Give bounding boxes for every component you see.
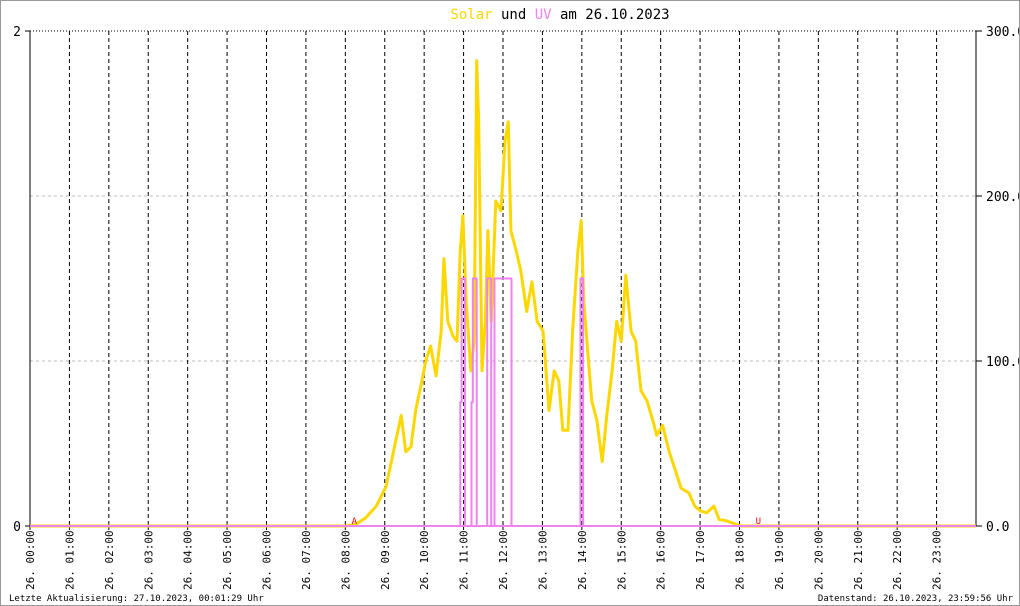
x-tick-label: 26. 13:00 (536, 530, 549, 590)
right-tick-label: 0.0 (986, 520, 1009, 535)
right-tick-label: 200.0 (986, 190, 1019, 205)
title-uv: UV (526, 7, 552, 23)
x-tick-label: 26. 08:00 (339, 530, 352, 590)
x-tick-label: 26. 20:00 (812, 530, 825, 590)
title-rest: am 26.10.2023 (552, 7, 670, 23)
x-tick-label: 26. 03:00 (142, 530, 155, 590)
x-tick-label: 26. 04:00 (182, 530, 195, 590)
marker-a: A (352, 517, 358, 527)
x-tick-label: 26. 22:00 (891, 530, 904, 590)
x-tick-label: 26. 18:00 (734, 530, 747, 590)
left-tick-label: 0 (13, 520, 21, 535)
x-tick-label: 26. 14:00 (576, 530, 589, 590)
x-tick-label: 26. 11:00 (458, 530, 471, 590)
x-tick-label: 26. 10:00 (418, 530, 431, 590)
title-und: und (493, 7, 527, 23)
x-tick-label: 26. 15:00 (615, 530, 628, 590)
x-tick-label: 26. 00:00 (24, 530, 37, 590)
marker-u: U (756, 517, 761, 527)
x-tick-label: 26. 02:00 (103, 530, 116, 590)
x-tick-label: 26. 23:00 (931, 530, 944, 590)
x-tick-label: 26. 06:00 (261, 530, 274, 590)
x-tick-label: 26. 09:00 (379, 530, 392, 590)
x-tick-label: 26. 21:00 (852, 530, 865, 590)
left-tick-label: 2 (13, 25, 21, 40)
series-solar-line (30, 59, 976, 528)
x-tick-label: 26. 01:00 (63, 530, 76, 590)
last-update-text: Letzte Aktualisierung: 27.10.2023, 00:01… (9, 594, 264, 604)
x-tick-label: 26. 19:00 (773, 530, 786, 590)
x-tick-label: 26. 16:00 (655, 530, 668, 590)
x-tick-label: 26. 17:00 (694, 530, 707, 590)
data-state-text: Datenstand: 26.10.2023, 23:59:56 Uhr (817, 594, 1013, 604)
x-tick-label: 26. 12:00 (497, 530, 510, 590)
x-tick-label: 26. 05:00 (221, 530, 234, 590)
chart-title: Solar und UV am 26.10.2023 (450, 7, 669, 23)
title-solar: Solar (450, 7, 492, 23)
x-tick-label: 26. 07:00 (300, 530, 313, 590)
right-tick-label: 300.0 (986, 25, 1019, 40)
right-tick-label: 100.0 (986, 355, 1019, 370)
